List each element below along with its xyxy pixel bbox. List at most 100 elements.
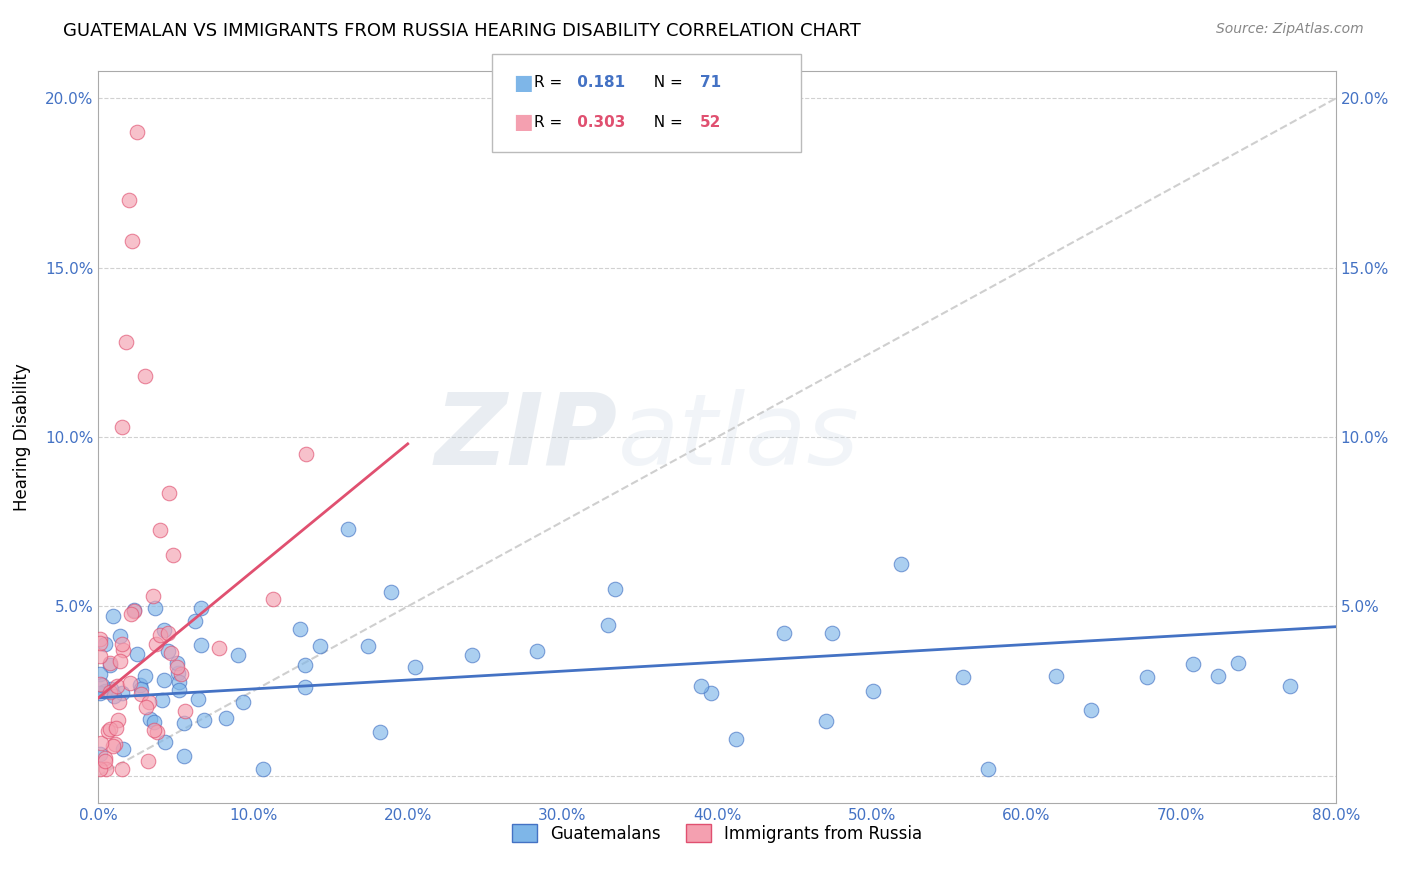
Point xyxy=(101,739,124,753)
Point xyxy=(101,608,124,623)
Text: N =: N = xyxy=(644,115,688,129)
Point xyxy=(380,584,402,599)
Point xyxy=(89,636,111,650)
Point xyxy=(105,679,128,693)
Point xyxy=(252,762,274,776)
Point xyxy=(131,687,153,701)
Point xyxy=(110,629,132,643)
Point xyxy=(166,660,188,674)
Point xyxy=(190,600,212,615)
Point xyxy=(157,644,180,658)
Point xyxy=(167,682,190,697)
Y-axis label: Hearing Disability: Hearing Disability xyxy=(13,363,31,511)
Point xyxy=(1227,656,1250,670)
Point xyxy=(127,125,149,139)
Point xyxy=(111,643,134,657)
Point xyxy=(184,614,207,628)
Point xyxy=(89,667,111,681)
Point xyxy=(187,692,209,706)
Point xyxy=(145,637,167,651)
Point xyxy=(294,680,316,694)
Text: 0.181: 0.181 xyxy=(572,76,626,90)
Point xyxy=(295,447,318,461)
Point xyxy=(815,714,838,729)
Point xyxy=(862,684,884,698)
Point xyxy=(103,689,125,703)
Point xyxy=(135,699,157,714)
Point xyxy=(157,485,180,500)
Point xyxy=(97,724,120,739)
Point xyxy=(104,737,127,751)
Point xyxy=(93,637,115,651)
Point xyxy=(121,234,143,248)
Legend: Guatemalans, Immigrants from Russia: Guatemalans, Immigrants from Russia xyxy=(505,818,929,849)
Point xyxy=(167,665,190,680)
Point xyxy=(138,694,160,708)
Point xyxy=(134,669,156,683)
Point xyxy=(98,684,121,698)
Point xyxy=(153,735,176,749)
Text: ■: ■ xyxy=(513,112,533,132)
Point xyxy=(977,762,1000,776)
Point xyxy=(215,711,238,725)
Point xyxy=(773,626,796,640)
Point xyxy=(115,335,138,350)
Point xyxy=(700,686,723,700)
Point xyxy=(160,646,183,660)
Point xyxy=(1136,670,1159,684)
Point xyxy=(89,648,111,663)
Point xyxy=(122,603,145,617)
Point xyxy=(111,762,134,776)
Point xyxy=(98,656,121,670)
Point xyxy=(169,675,191,690)
Point xyxy=(122,604,145,618)
Point xyxy=(111,686,134,700)
Point xyxy=(107,713,129,727)
Point xyxy=(108,695,131,709)
Point xyxy=(98,723,121,737)
Text: atlas: atlas xyxy=(619,389,859,485)
Point xyxy=(138,755,160,769)
Point xyxy=(100,682,122,697)
Point xyxy=(118,675,141,690)
Point xyxy=(153,673,176,688)
Point xyxy=(404,660,426,674)
Point xyxy=(952,670,974,684)
Point xyxy=(821,625,844,640)
Point xyxy=(105,722,128,736)
Point xyxy=(139,713,162,727)
Point xyxy=(596,618,619,632)
Text: N =: N = xyxy=(644,76,688,90)
Point xyxy=(173,704,195,718)
Text: R =: R = xyxy=(534,76,568,90)
Point xyxy=(288,622,311,636)
Point xyxy=(129,678,152,692)
Point xyxy=(173,748,195,763)
Point xyxy=(308,640,330,654)
Point xyxy=(134,369,156,384)
Point xyxy=(232,695,254,709)
Point xyxy=(153,623,176,637)
Point xyxy=(890,557,912,571)
Point xyxy=(368,725,391,739)
Point xyxy=(93,754,115,768)
Point xyxy=(336,521,359,535)
Point xyxy=(226,648,249,662)
Point xyxy=(263,592,285,607)
Text: R =: R = xyxy=(534,115,568,129)
Point xyxy=(149,523,172,537)
Point xyxy=(98,657,121,672)
Text: 52: 52 xyxy=(700,115,721,129)
Point xyxy=(93,751,115,765)
Point xyxy=(89,677,111,691)
Point xyxy=(148,628,170,642)
Point xyxy=(127,647,149,661)
Point xyxy=(208,641,231,656)
Point xyxy=(146,725,169,739)
Point xyxy=(166,656,188,670)
Point xyxy=(170,667,193,681)
Text: GUATEMALAN VS IMMIGRANTS FROM RUSSIA HEARING DISABILITY CORRELATION CHART: GUATEMALAN VS IMMIGRANTS FROM RUSSIA HEA… xyxy=(63,22,860,40)
Point xyxy=(461,648,484,663)
Point xyxy=(150,693,173,707)
Point xyxy=(89,632,111,646)
